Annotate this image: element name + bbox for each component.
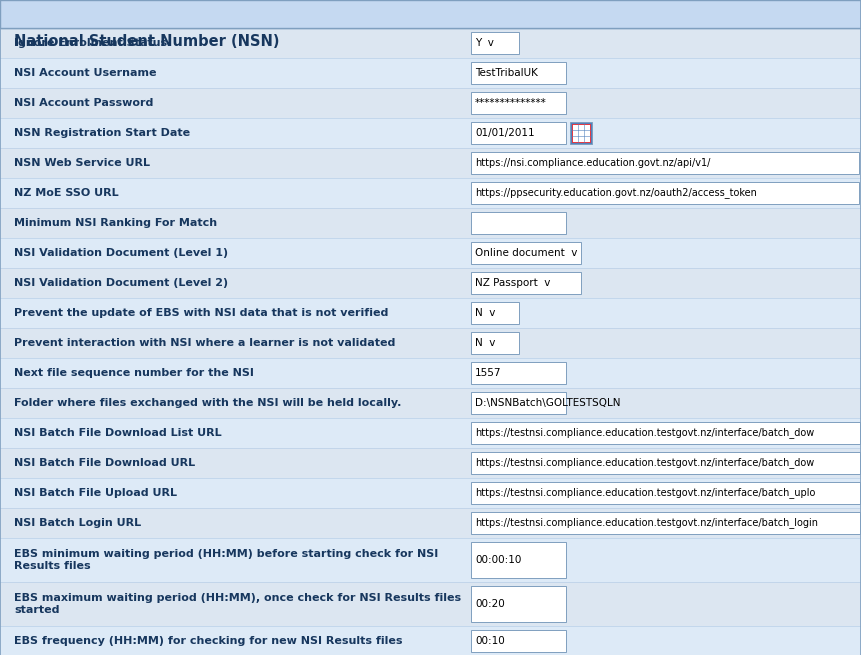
Text: https://ppsecurity.education.govt.nz/oauth2/access_token: https://ppsecurity.education.govt.nz/oau… (475, 187, 757, 198)
Text: 1557: 1557 (475, 368, 501, 378)
Text: EBS maximum waiting period (HH:MM), once check for NSI Results files
started: EBS maximum waiting period (HH:MM), once… (14, 593, 461, 615)
Text: 00:20: 00:20 (475, 599, 505, 609)
Bar (0, 88, 861, 118)
Bar (572, 124, 590, 142)
Bar (570, 122, 592, 144)
Text: NSI Account Username: NSI Account Username (14, 68, 157, 78)
Bar (0, 118, 861, 148)
Text: NSI Account Password: NSI Account Password (14, 98, 153, 108)
Bar (471, 272, 581, 294)
Bar (0, 208, 861, 238)
Text: Y  v: Y v (475, 38, 494, 48)
Bar (471, 32, 519, 54)
Text: Minimum NSI Ranking For Match: Minimum NSI Ranking For Match (14, 218, 217, 228)
Bar (0, 538, 861, 582)
Bar (471, 542, 566, 578)
Text: National Student Number (NSN): National Student Number (NSN) (14, 35, 280, 50)
Text: NSN Web Service URL: NSN Web Service URL (14, 158, 150, 168)
Bar (0, 268, 861, 298)
Text: NSI Batch File Upload URL: NSI Batch File Upload URL (14, 488, 177, 498)
Bar (471, 362, 566, 384)
Text: Next file sequence number for the NSI: Next file sequence number for the NSI (14, 368, 254, 378)
Text: https://testnsi.compliance.education.testgovt.nz/interface/batch_login: https://testnsi.compliance.education.tes… (475, 517, 818, 529)
Bar (0, 358, 861, 388)
Bar (471, 332, 519, 354)
Bar (471, 122, 566, 144)
Bar (471, 302, 519, 324)
Bar (471, 482, 860, 504)
Bar (471, 452, 860, 474)
Bar (471, 422, 860, 444)
Text: NSN Registration Start Date: NSN Registration Start Date (14, 128, 190, 138)
Text: NZ Passport  v: NZ Passport v (475, 278, 550, 288)
Bar (0, 0, 861, 28)
Text: NSI Validation Document (Level 2): NSI Validation Document (Level 2) (14, 278, 228, 288)
Text: EBS minimum waiting period (HH:MM) before starting check for NSI
Results files: EBS minimum waiting period (HH:MM) befor… (14, 549, 438, 571)
Bar (471, 92, 566, 114)
Bar (0, 508, 861, 538)
Bar (0, 582, 861, 626)
Text: EBS frequency (HH:MM) for checking for new NSI Results files: EBS frequency (HH:MM) for checking for n… (14, 636, 402, 646)
Text: Online document  v: Online document v (475, 248, 578, 258)
Bar (0, 328, 861, 358)
Bar (0, 178, 861, 208)
Bar (471, 182, 859, 204)
Bar (0, 626, 861, 655)
Bar (471, 586, 566, 622)
Bar (0, 238, 861, 268)
Text: Prevent the update of EBS with NSI data that is not verified: Prevent the update of EBS with NSI data … (14, 308, 388, 318)
Text: https://nsi.compliance.education.govt.nz/api/v1/: https://nsi.compliance.education.govt.nz… (475, 158, 710, 168)
Text: N  v: N v (475, 308, 495, 318)
Bar (0, 478, 861, 508)
Bar (0, 28, 861, 58)
Text: Ignore Enrolment Status: Ignore Enrolment Status (14, 38, 167, 48)
Text: TestTribalUK: TestTribalUK (475, 68, 538, 78)
Bar (471, 630, 566, 652)
Text: Prevent interaction with NSI where a learner is not validated: Prevent interaction with NSI where a lea… (14, 338, 395, 348)
Text: NZ MoE SSO URL: NZ MoE SSO URL (14, 188, 119, 198)
Bar (0, 448, 861, 478)
Bar (471, 392, 566, 414)
Bar (0, 388, 861, 418)
Text: 00:00:10: 00:00:10 (475, 555, 522, 565)
Text: https://testnsi.compliance.education.testgovt.nz/interface/batch_uplo: https://testnsi.compliance.education.tes… (475, 487, 815, 498)
Bar (471, 512, 860, 534)
Text: D:\NSNBatch\GOLTESTSQLN: D:\NSNBatch\GOLTESTSQLN (475, 398, 621, 408)
Bar (471, 152, 859, 174)
Bar (0, 0, 861, 28)
Bar (0, 298, 861, 328)
Bar (471, 242, 581, 264)
Text: 00:10: 00:10 (475, 636, 505, 646)
Bar (471, 62, 566, 84)
Bar (0, 418, 861, 448)
Text: NSI Batch Login URL: NSI Batch Login URL (14, 518, 141, 528)
Text: NSI Validation Document (Level 1): NSI Validation Document (Level 1) (14, 248, 228, 258)
Text: https://testnsi.compliance.education.testgovt.nz/interface/batch_dow: https://testnsi.compliance.education.tes… (475, 458, 815, 468)
Bar (0, 58, 861, 88)
Text: Folder where files exchanged with the NSI will be held locally.: Folder where files exchanged with the NS… (14, 398, 401, 408)
Text: **************: ************** (475, 98, 547, 108)
Text: NSI Batch File Download List URL: NSI Batch File Download List URL (14, 428, 221, 438)
Text: https://testnsi.compliance.education.testgovt.nz/interface/batch_dow: https://testnsi.compliance.education.tes… (475, 428, 815, 438)
Text: 01/01/2011: 01/01/2011 (475, 128, 535, 138)
Text: N  v: N v (475, 338, 495, 348)
Bar (0, 148, 861, 178)
Bar (471, 212, 566, 234)
Text: NSI Batch File Download URL: NSI Batch File Download URL (14, 458, 195, 468)
